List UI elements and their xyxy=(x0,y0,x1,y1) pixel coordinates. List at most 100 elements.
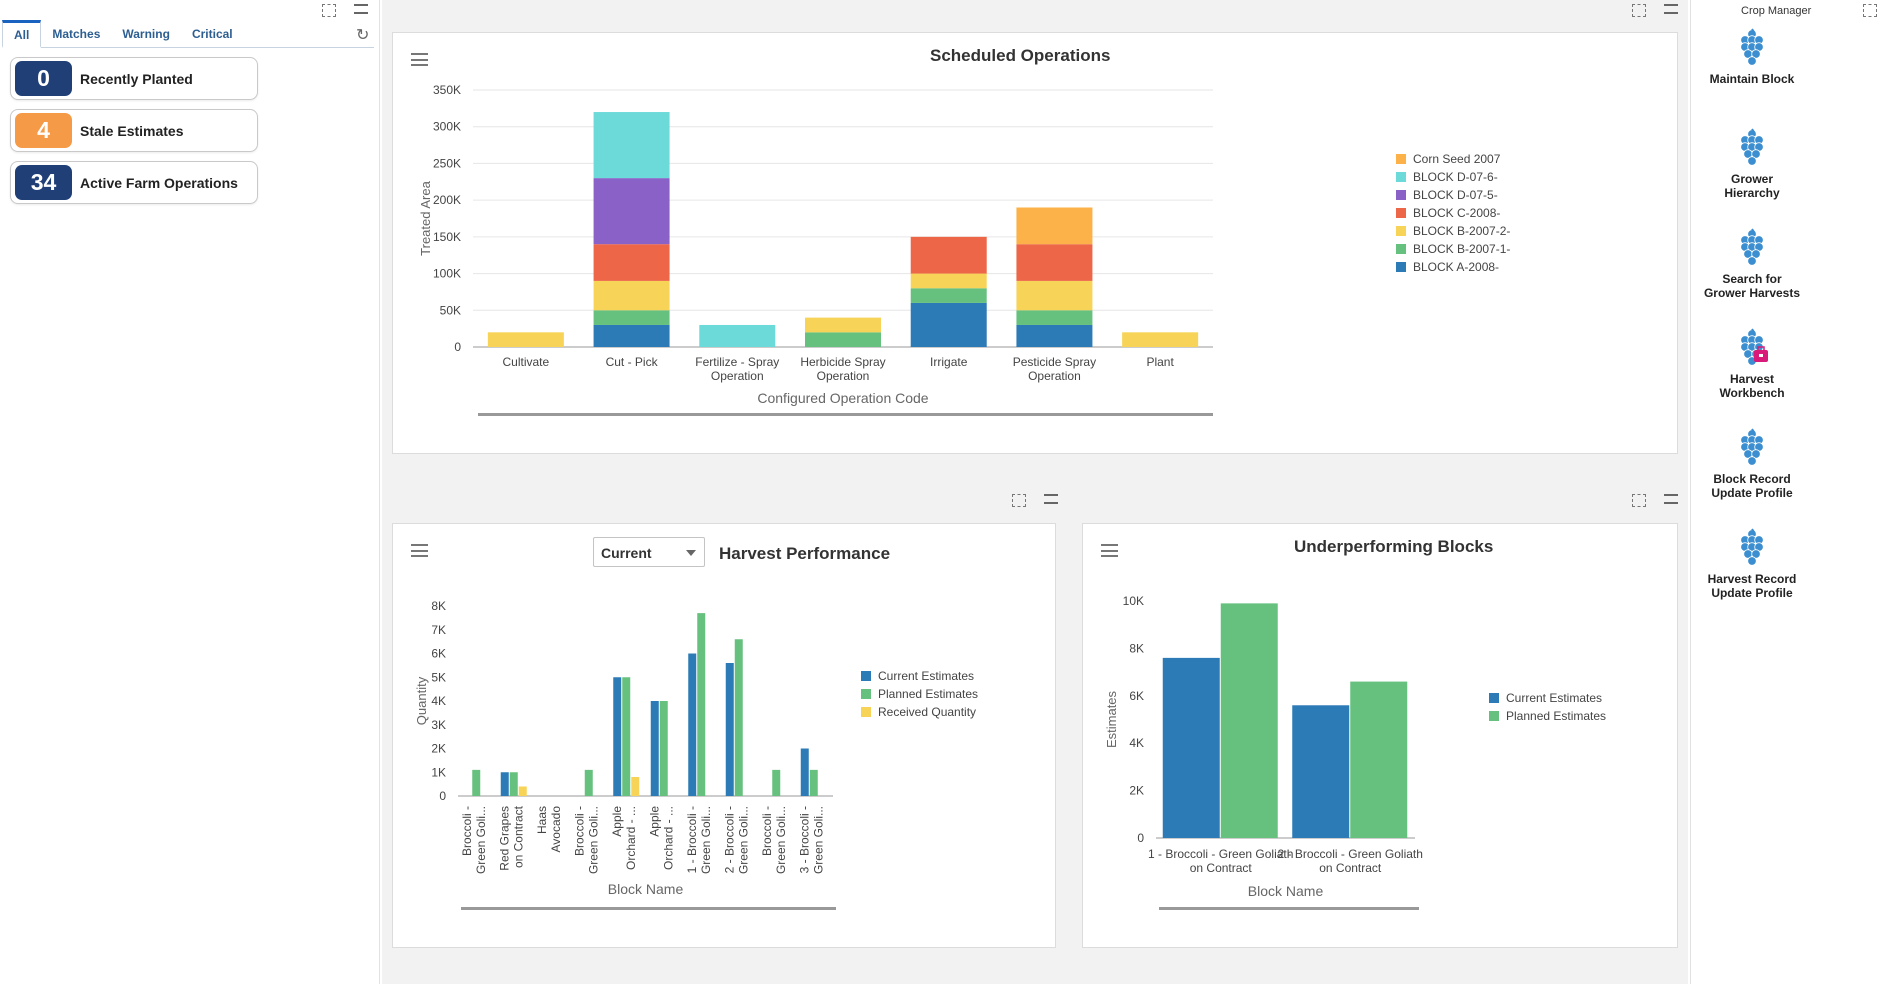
tab-critical[interactable]: Critical xyxy=(191,27,233,41)
bar xyxy=(622,677,631,796)
x-tick-label: Pesticide Spray xyxy=(1013,355,1096,369)
y-tick-label: 8K xyxy=(431,599,446,613)
y-tick-label: 0 xyxy=(439,789,446,803)
list-options-icon[interactable] xyxy=(354,4,368,14)
app-tile[interactable]: Block Record Update Profile xyxy=(1691,428,1813,500)
x-tick-label: 1 - Broccoli - Green Goliath xyxy=(1148,847,1293,861)
tab-warning[interactable]: Warning xyxy=(122,27,170,41)
legend-label: Planned Estimates xyxy=(878,687,978,701)
x-tick-label: 2 - Broccoli - Green Goliath xyxy=(1278,847,1423,861)
maximize-icon[interactable] xyxy=(1632,4,1646,17)
tab-matches[interactable]: Matches xyxy=(52,27,101,41)
x-tick-label: on Contract xyxy=(1190,861,1253,875)
legend-label: Current Estimates xyxy=(1506,691,1602,705)
bar xyxy=(697,613,706,796)
y-tick-label: 2K xyxy=(1129,784,1144,798)
y-tick-label: 2K xyxy=(431,742,446,756)
harvest-performance-card: Current Harvest Performance 0 1K 2K 3K 4K 5K 6… xyxy=(392,523,1056,948)
underperforming-blocks-card: Underperforming Blocks 0 2K 4K 6K 8K 10K Estim… xyxy=(1082,523,1678,948)
list-options-icon[interactable] xyxy=(1664,4,1678,14)
scheduled-operations-card: Scheduled Operations 0 50K 100K 150K 200K 250… xyxy=(392,32,1678,454)
legend-label: Received Quantity xyxy=(878,705,976,719)
scheduled-operations-chart: 0 50K 100K 150K 200K 250K 300K 350K Treated Area… xyxy=(418,83,1510,416)
legend-swatch xyxy=(1396,190,1406,200)
chart-menu-icon[interactable] xyxy=(411,53,428,66)
app-label-line2: Workbench xyxy=(1719,386,1785,400)
y-tick-label: 5K xyxy=(431,670,446,684)
bar-segment xyxy=(593,324,670,347)
watchlist-active-farm-operations[interactable]: 34 Active Farm Operations xyxy=(10,161,258,204)
list-options-icon[interactable] xyxy=(1044,494,1058,504)
x-tick-label: 1 - Broccoli - xyxy=(685,806,699,873)
bar-segment xyxy=(487,332,564,347)
x-tick-label: Green Goli... xyxy=(774,806,788,874)
chart-menu-icon[interactable] xyxy=(411,544,428,557)
chart-menu-icon[interactable] xyxy=(1101,544,1118,557)
bar-segment xyxy=(805,332,881,347)
bar-segment xyxy=(593,310,670,325)
list-options-icon[interactable] xyxy=(1664,494,1678,504)
scrollbar xyxy=(461,907,836,910)
bar-segment xyxy=(699,324,776,347)
maximize-icon[interactable] xyxy=(1012,494,1026,507)
x-tick-label: Haas xyxy=(535,806,549,834)
tab-all[interactable]: All xyxy=(2,20,42,48)
x-axis-label: Configured Operation Code xyxy=(757,390,928,406)
scrollbar xyxy=(478,413,1213,416)
legend-label: BLOCK D-07-5- xyxy=(1413,188,1498,202)
app-label-line1: Maintain Block xyxy=(1709,72,1795,86)
app-label-line1: Search for xyxy=(1722,272,1782,286)
x-tick-label: Green Goli... xyxy=(474,806,488,874)
springboard-panel: Crop Manager Maintain Block Grower Hierarc… xyxy=(1690,0,1892,984)
app-label-line1: Harvest xyxy=(1729,372,1775,386)
bar xyxy=(688,653,697,796)
watchlist-stale-estimates[interactable]: 4 Stale Estimates xyxy=(10,109,258,152)
y-tick-label: 200K xyxy=(433,193,461,207)
app-tile[interactable]: Harvest Record Update Profile xyxy=(1691,528,1813,600)
bar xyxy=(1162,657,1220,838)
y-tick-label: 6K xyxy=(431,647,446,661)
x-axis-label: Block Name xyxy=(1248,883,1324,899)
legend-label: Planned Estimates xyxy=(1506,709,1606,723)
grapes-briefcase-icon xyxy=(1735,328,1769,368)
x-tick-label: on Contract xyxy=(511,805,525,868)
x-tick-label: Orchard - ... xyxy=(661,806,675,870)
period-select[interactable]: Current xyxy=(593,537,705,567)
panel-controls xyxy=(322,4,368,17)
maximize-icon[interactable] xyxy=(1632,494,1646,507)
springboard-title: Crop Manager xyxy=(1741,5,1812,17)
bar xyxy=(772,769,781,796)
panel-controls xyxy=(1632,4,1678,17)
bar xyxy=(1220,603,1278,838)
y-tick-label: 8K xyxy=(1129,641,1144,655)
y-tick-label: 250K xyxy=(433,156,461,170)
legend-swatch xyxy=(1396,226,1406,236)
app-tile[interactable]: Search for Grower Harvests xyxy=(1691,228,1813,300)
y-tick-label: 4K xyxy=(431,694,446,708)
grapes-icon xyxy=(1735,128,1769,168)
maximize-icon[interactable] xyxy=(1863,4,1877,17)
x-tick-label: Avocado xyxy=(549,806,563,853)
legend-swatch xyxy=(861,671,871,681)
tile-label: Active Farm Operations xyxy=(80,174,238,191)
app-tile[interactable]: Maintain Block xyxy=(1691,28,1813,86)
tile-label: Stale Estimates xyxy=(80,122,184,139)
x-tick-label: Operation xyxy=(817,369,870,383)
y-tick-label: 4K xyxy=(1129,736,1144,750)
legend-swatch xyxy=(861,707,871,717)
bar-segment xyxy=(593,178,670,245)
x-tick-label: Orchard - ... xyxy=(624,806,638,870)
x-tick-label: Irrigate xyxy=(930,355,968,369)
legend-swatch xyxy=(1396,262,1406,272)
refresh-icon[interactable]: ↻ xyxy=(356,27,370,44)
app-label-line2: Update Profile xyxy=(1711,586,1793,600)
app-tile[interactable]: Harvest Workbench xyxy=(1691,328,1813,400)
watchlist-recently-planted[interactable]: 0 Recently Planted xyxy=(10,57,258,100)
main-content: Scheduled Operations 0 50K 100K 150K 200K 250… xyxy=(382,0,1688,984)
bar-segment xyxy=(1016,280,1093,311)
maximize-icon[interactable] xyxy=(322,4,336,17)
grapes-icon xyxy=(1735,428,1769,468)
bar xyxy=(472,769,481,796)
app-tile[interactable]: Grower Hierarchy xyxy=(1691,128,1813,200)
